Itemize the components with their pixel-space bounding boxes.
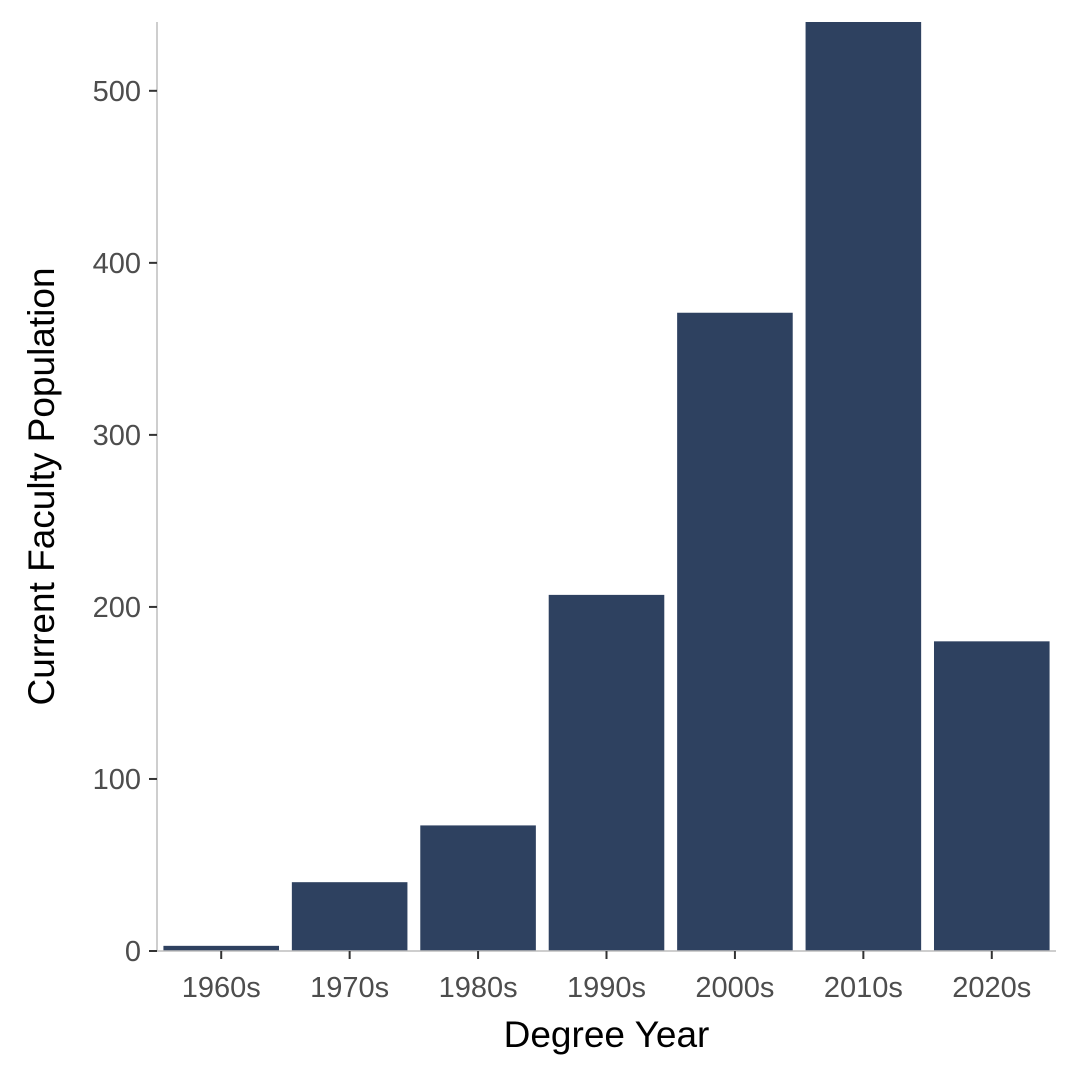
bar-2000s [677,312,793,952]
bars-group [163,22,1050,952]
x-tick-label: 1960s [182,972,261,1004]
y-tick-label: 400 [93,248,141,280]
x-tick-label: 2020s [952,972,1031,1004]
y-tick-label: 100 [93,764,141,796]
x-tick-label: 2010s [824,972,903,1004]
x-axis-title: Degree Year [504,1014,710,1055]
bar-2010s [805,22,922,951]
x-tick-label: 1990s [567,972,646,1004]
y-tick-label: 300 [93,420,141,452]
y-tick-label: 200 [93,592,141,624]
y-tick-label: 500 [93,76,141,108]
y-axis-ticks: 0 100 200 300 400 500 [93,76,157,968]
x-tick-label: 2000s [695,972,774,1004]
bar-1970s [291,882,408,951]
x-axis-ticks: 1960s 1970s 1980s 1990s 2000s 2010s 2020s [182,951,1031,1004]
y-tick-label: 0 [125,936,141,968]
bar-2020s [933,641,1050,951]
bar-1980s [420,825,536,951]
y-axis-title: Current Faculty Population [21,267,62,705]
x-tick-label: 1980s [439,972,518,1004]
bar-1990s [548,594,665,951]
bar-1960s [163,945,280,951]
x-tick-label: 1970s [310,972,389,1004]
